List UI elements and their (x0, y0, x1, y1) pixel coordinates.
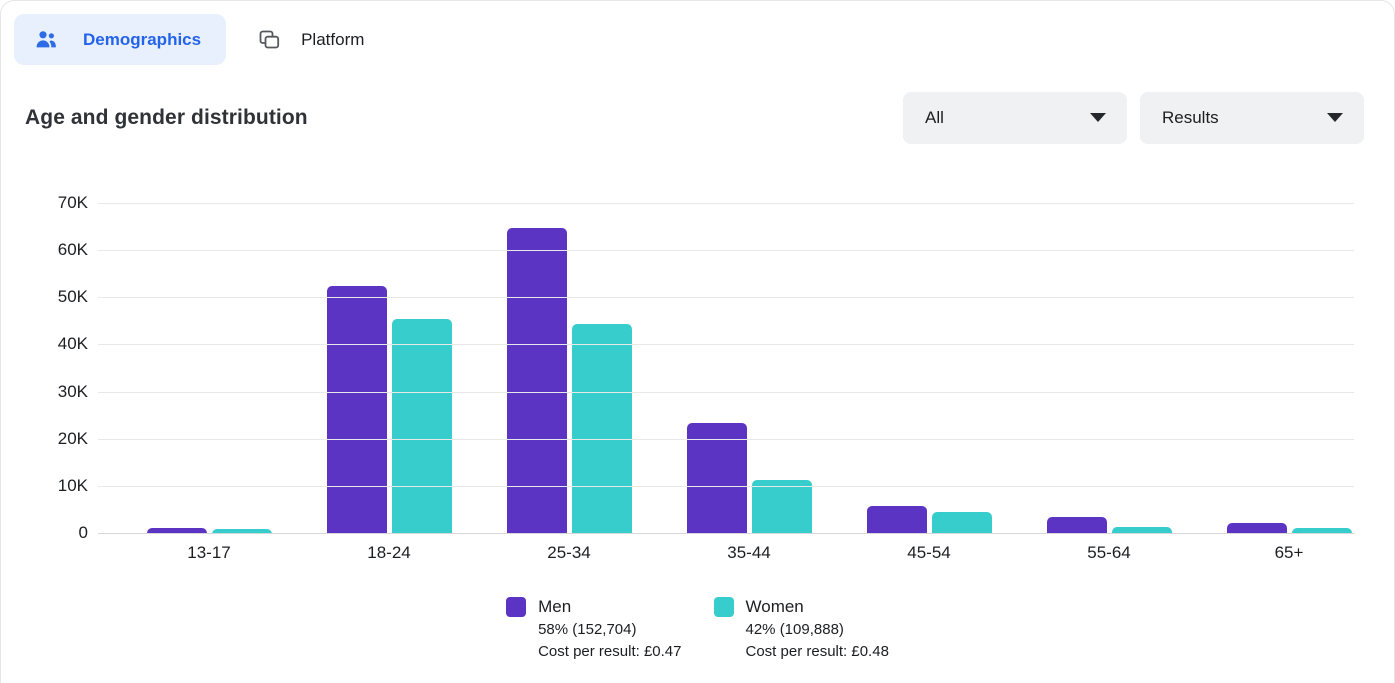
legend-men-label: Men (538, 597, 572, 616)
gridline-50K (98, 297, 1354, 299)
gridline-30K (98, 391, 1354, 393)
bar-group-65+ (1199, 523, 1379, 534)
y-tick-40K: 40K (57, 334, 88, 354)
x-label-35-44: 35-44 (727, 543, 771, 562)
chevron-down-icon (1327, 113, 1343, 122)
gridline-10K (98, 485, 1354, 487)
chevron-down-icon (1090, 113, 1106, 122)
tab-demographics[interactable]: Demographics (14, 14, 227, 65)
y-tick-60K: 60K (57, 240, 88, 260)
legend-item-men: Men 58% (152,704) Cost per result: £0.47 (506, 595, 682, 663)
gridline-70K (98, 203, 1354, 204)
women-bar-45-54[interactable] (931, 512, 992, 534)
gridline-60K (98, 250, 1354, 252)
women-bar-18-24[interactable] (391, 319, 452, 534)
breakdown-dropdown[interactable]: All (903, 91, 1127, 144)
y-tick-30K: 30K (57, 381, 88, 401)
men-bar-25-34[interactable] (506, 228, 567, 534)
x-label-45-54: 45-54 (907, 543, 951, 562)
chart-tabs: Demographics Platform (1, 1, 1394, 65)
y-tick-0: 0 (78, 523, 88, 542)
breakdown-dropdown-value: All (925, 107, 944, 127)
women-bar-13-17[interactable] (211, 529, 272, 534)
page-title: Age and gender distribution (25, 105, 308, 129)
x-label-65+: 65+ (1274, 543, 1304, 562)
tab-platform-label: Platform (301, 29, 365, 49)
women-bar-35-44[interactable] (751, 480, 812, 534)
filter-dropdowns: All Results (903, 91, 1364, 144)
platform-icon (256, 28, 282, 52)
legend-women-label: Women (745, 597, 804, 616)
men-bar-65+[interactable] (1226, 523, 1287, 534)
men-bar-35-44[interactable] (686, 423, 747, 534)
y-tick-70K: 70K (57, 193, 88, 212)
men-bar-13-17[interactable] (146, 528, 207, 534)
chart-header: Age and gender distribution All Results (25, 91, 1364, 144)
bar-group-55-64 (1019, 517, 1199, 534)
metric-dropdown-value: Results (1162, 107, 1219, 127)
men-bar-18-24[interactable] (326, 286, 387, 534)
gridline-20K (98, 438, 1354, 440)
chart-legend: Men 58% (152,704) Cost per result: £0.47… (1, 595, 1394, 663)
men-bar-45-54[interactable] (866, 506, 927, 534)
gridline-0 (98, 533, 1354, 534)
tab-demographics-label: Demographics (83, 29, 202, 49)
people-icon (34, 29, 58, 51)
men-color-swatch (506, 597, 527, 617)
y-tick-10K: 10K (57, 475, 88, 495)
bar-group-18-24 (299, 286, 479, 534)
women-color-swatch (713, 597, 734, 617)
bar-group-13-17 (119, 528, 299, 534)
bar-group-35-44 (659, 423, 839, 534)
women-bar-65+[interactable] (1291, 528, 1352, 534)
bars-row (119, 204, 1379, 534)
x-label-18-24: 18-24 (367, 543, 411, 562)
men-bar-55-64[interactable] (1046, 517, 1107, 534)
legend-men-share: 58% (152,704) (538, 621, 637, 638)
tab-platform[interactable]: Platform (236, 14, 389, 65)
y-tick-50K: 50K (57, 287, 88, 307)
legend-women-cost: Cost per result: £0.48 (745, 643, 889, 660)
legend-item-women: Women 42% (109,888) Cost per result: £0.… (713, 595, 889, 663)
women-bar-25-34[interactable] (571, 324, 632, 534)
gridline-40K (98, 344, 1354, 346)
bar-group-25-34 (479, 228, 659, 534)
legend-men-cost: Cost per result: £0.47 (538, 643, 682, 660)
x-label-25-34: 25-34 (547, 543, 591, 562)
x-label-13-17: 13-17 (187, 543, 231, 562)
bar-group-45-54 (839, 506, 1019, 534)
metric-dropdown[interactable]: Results (1140, 91, 1364, 144)
age-gender-bar-chart: 0 10K 20K 30K 40K 50K 60K 70K (58, 193, 1354, 542)
women-bar-55-64[interactable] (1111, 527, 1172, 534)
y-tick-20K: 20K (57, 428, 88, 448)
x-label-55-64: 55-64 (1087, 543, 1131, 562)
x-axis-labels: 13-17 18-24 25-34 35-44 45-54 55-64 65+ (119, 543, 1379, 563)
legend-women-share: 42% (109,888) (745, 621, 844, 638)
